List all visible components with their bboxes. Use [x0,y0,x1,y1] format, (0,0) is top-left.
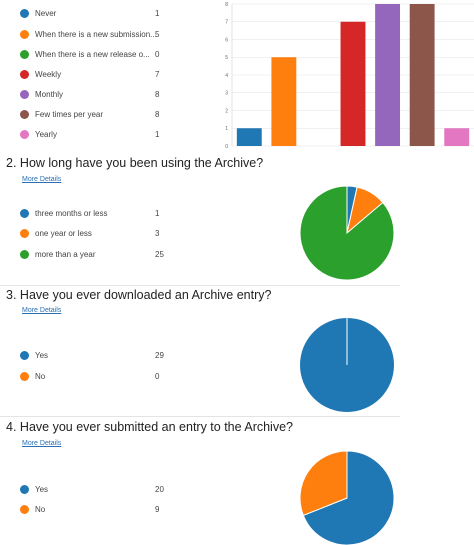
bar [236,128,262,146]
legend-label: more than a year [35,250,96,259]
question-text: Have you ever submitted an entry to the … [19,420,293,434]
legend-value: 1 [155,209,160,218]
legend-swatch [20,485,29,494]
legend-label: No [35,505,46,514]
question-text: Have you ever downloaded an Archive entr… [19,288,272,302]
legend-value: 5 [155,30,160,39]
legend-swatch [20,372,29,381]
legend-value: 1 [155,9,160,18]
legend-label: Yes [35,485,49,494]
legend-label: Weekly [35,70,62,79]
legend-swatch [20,505,29,514]
legend-swatch [20,110,29,119]
legend-swatch [20,250,29,259]
legend-value: 20 [155,485,164,494]
y-tick-label: 4 [225,73,228,79]
bar [444,128,470,146]
legend-swatch [20,130,29,139]
y-tick-label: 1 [225,126,228,132]
legend-value: 7 [155,70,160,79]
pie-slice [302,450,395,545]
y-tick-label: 2 [225,108,228,114]
legend-label: Yes [35,351,49,360]
divider [0,416,400,417]
legend-label: Few times per year [35,110,104,119]
question-number: 2. [6,156,17,170]
legend-value: 0 [155,372,160,381]
y-tick-label: 8 [225,2,228,8]
legend-value: 9 [155,505,160,514]
question-title: 3. Have you ever downloaded an Archive e… [6,288,271,302]
legend-label: When there is a new submission... [35,30,157,39]
legend-label: three months or less [35,209,108,218]
y-tick-label: 0 [225,144,228,150]
legend-value: 8 [155,90,160,99]
legend-swatch [20,50,29,59]
legend-value: 25 [155,250,164,259]
more-details-link[interactable]: More Details [22,440,62,447]
pie-slice [299,450,348,517]
divider [0,285,400,286]
legend-label: When there is a new release o... [35,50,150,59]
legend-label: Never [35,9,57,18]
legend-swatch [20,70,29,79]
legend-swatch [20,90,29,99]
more-details-link[interactable]: More Details [22,307,62,314]
question-title: 2. How long have you been using the Arch… [6,156,263,170]
bar [409,4,435,146]
question-text: How long have you been using the Archive… [19,156,264,170]
bar [375,4,401,146]
question-title: 4. Have you ever submitted an entry to t… [6,420,293,434]
y-tick-label: 3 [225,91,228,97]
y-tick-label: 7 [225,20,228,26]
legend-value: 29 [155,351,164,360]
bar [271,57,297,146]
legend-value: 3 [155,229,160,238]
legend-swatch [20,209,29,218]
legend-swatch [20,30,29,39]
legend-swatch [20,9,29,18]
legend-swatch [20,351,29,360]
y-tick-label: 6 [225,37,228,43]
legend-label: Yearly [35,130,57,139]
legend-value: 1 [155,130,160,139]
y-tick-label: 5 [225,55,228,61]
question-number: 4. [6,420,17,434]
legend-label: one year or less [35,229,92,238]
legend-value: 8 [155,110,160,119]
bar [340,21,366,146]
legend-label: No [35,372,46,381]
question-number: 3. [6,288,17,302]
more-details-link[interactable]: More Details [22,176,62,183]
legend-swatch [20,229,29,238]
legend-label: Monthly [35,90,64,99]
legend-value: 0 [155,50,160,59]
